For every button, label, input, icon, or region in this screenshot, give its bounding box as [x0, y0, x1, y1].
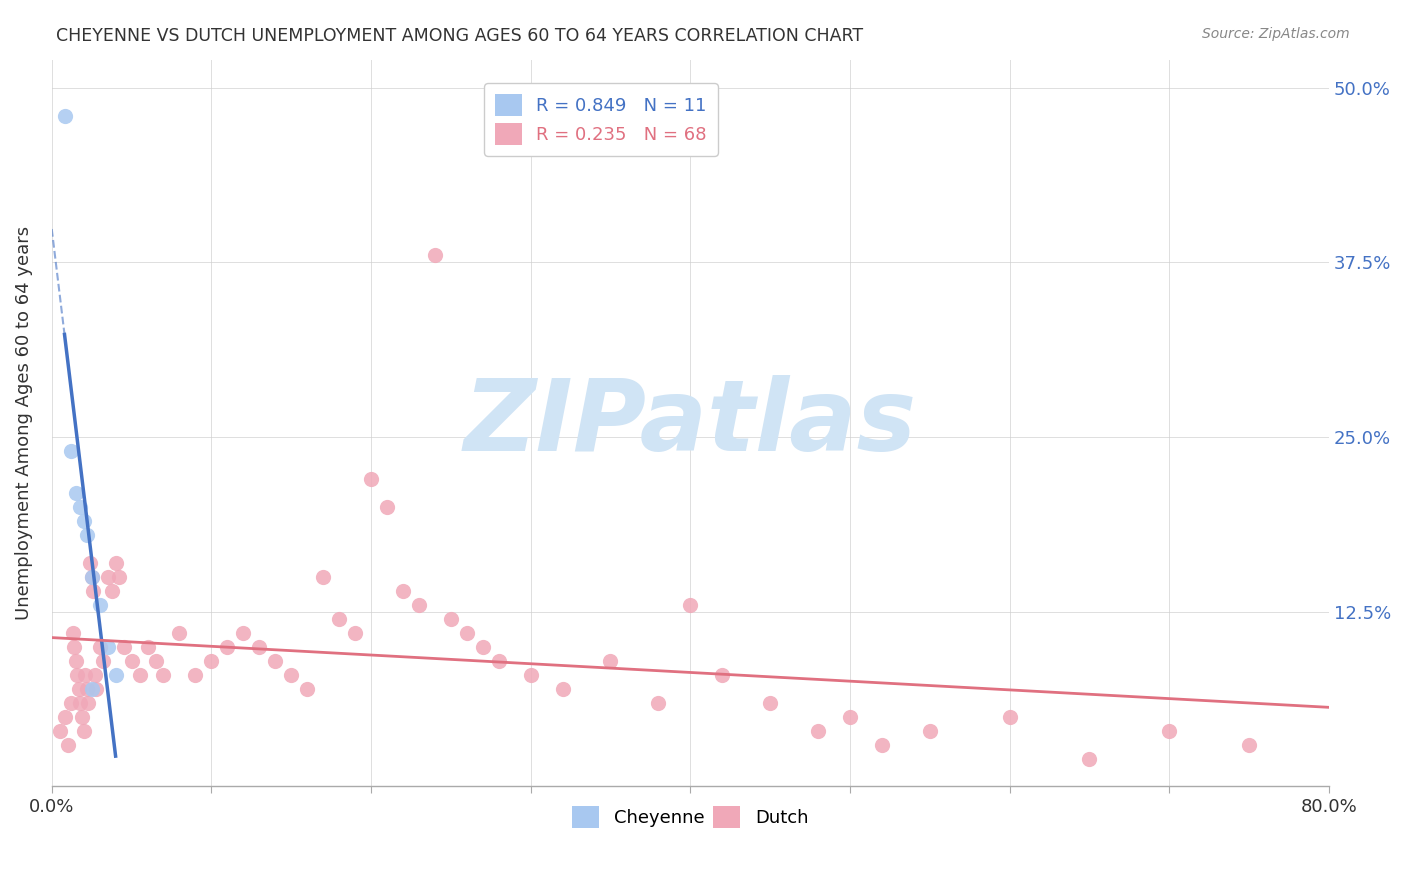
- Point: [80, 570, 103, 584]
- Point: [83, 667, 105, 681]
- Point: [870, 738, 893, 752]
- Point: [408, 598, 430, 612]
- Point: [152, 667, 174, 681]
- Point: [121, 654, 143, 668]
- Point: [56, 738, 79, 752]
- Point: [65, 654, 87, 668]
- Point: [136, 640, 159, 654]
- Point: [48, 723, 70, 738]
- Point: [217, 640, 239, 654]
- Point: [77, 696, 100, 710]
- Point: [264, 654, 287, 668]
- Point: [65, 486, 87, 500]
- Point: [519, 667, 541, 681]
- Point: [89, 598, 111, 612]
- Point: [295, 681, 318, 696]
- Point: [89, 640, 111, 654]
- Point: [312, 570, 335, 584]
- Point: [53, 108, 76, 122]
- Point: [551, 681, 574, 696]
- Point: [1237, 738, 1260, 752]
- Point: [328, 612, 350, 626]
- Point: [79, 556, 101, 570]
- Point: [66, 667, 89, 681]
- Point: [80, 681, 103, 696]
- Point: [82, 583, 104, 598]
- Point: [73, 514, 96, 528]
- Point: [759, 696, 782, 710]
- Point: [67, 681, 90, 696]
- Point: [70, 709, 93, 723]
- Point: [998, 709, 1021, 723]
- Text: CHEYENNE VS DUTCH UNEMPLOYMENT AMONG AGES 60 TO 64 YEARS CORRELATION CHART: CHEYENNE VS DUTCH UNEMPLOYMENT AMONG AGE…: [56, 27, 863, 45]
- Point: [711, 667, 734, 681]
- Text: ZIPatlas: ZIPatlas: [464, 375, 917, 472]
- Point: [107, 570, 129, 584]
- Point: [97, 640, 120, 654]
- Point: [360, 472, 382, 486]
- Point: [807, 723, 830, 738]
- Point: [440, 612, 463, 626]
- Text: Source: ZipAtlas.com: Source: ZipAtlas.com: [1202, 27, 1350, 41]
- Point: [75, 667, 97, 681]
- Point: [375, 500, 398, 514]
- Point: [456, 625, 478, 640]
- Point: [112, 640, 135, 654]
- Point: [128, 667, 150, 681]
- Point: [101, 583, 124, 598]
- Point: [169, 625, 191, 640]
- Point: [73, 723, 96, 738]
- Point: [69, 500, 91, 514]
- Point: [104, 556, 127, 570]
- Point: [86, 681, 108, 696]
- Point: [392, 583, 415, 598]
- Point: [423, 248, 446, 262]
- Point: [344, 625, 367, 640]
- Point: [63, 640, 86, 654]
- Point: [1078, 751, 1101, 765]
- Point: [91, 654, 114, 668]
- Point: [76, 528, 98, 542]
- Point: [247, 640, 270, 654]
- Point: [1159, 723, 1181, 738]
- Point: [104, 667, 127, 681]
- Y-axis label: Unemployment Among Ages 60 to 64 years: Unemployment Among Ages 60 to 64 years: [15, 226, 32, 620]
- Point: [232, 625, 254, 640]
- Point: [599, 654, 621, 668]
- Point: [918, 723, 941, 738]
- Point: [280, 667, 302, 681]
- Point: [53, 709, 76, 723]
- Point: [647, 696, 669, 710]
- Point: [62, 625, 84, 640]
- Point: [184, 667, 207, 681]
- Point: [59, 444, 82, 458]
- Point: [679, 598, 702, 612]
- Point: [145, 654, 167, 668]
- Legend: Cheyenne, Dutch: Cheyenne, Dutch: [565, 799, 815, 836]
- Point: [97, 570, 120, 584]
- Point: [200, 654, 222, 668]
- Point: [76, 681, 98, 696]
- Point: [838, 709, 860, 723]
- Point: [488, 654, 510, 668]
- Point: [80, 570, 103, 584]
- Point: [59, 696, 82, 710]
- Point: [69, 696, 91, 710]
- Point: [471, 640, 494, 654]
